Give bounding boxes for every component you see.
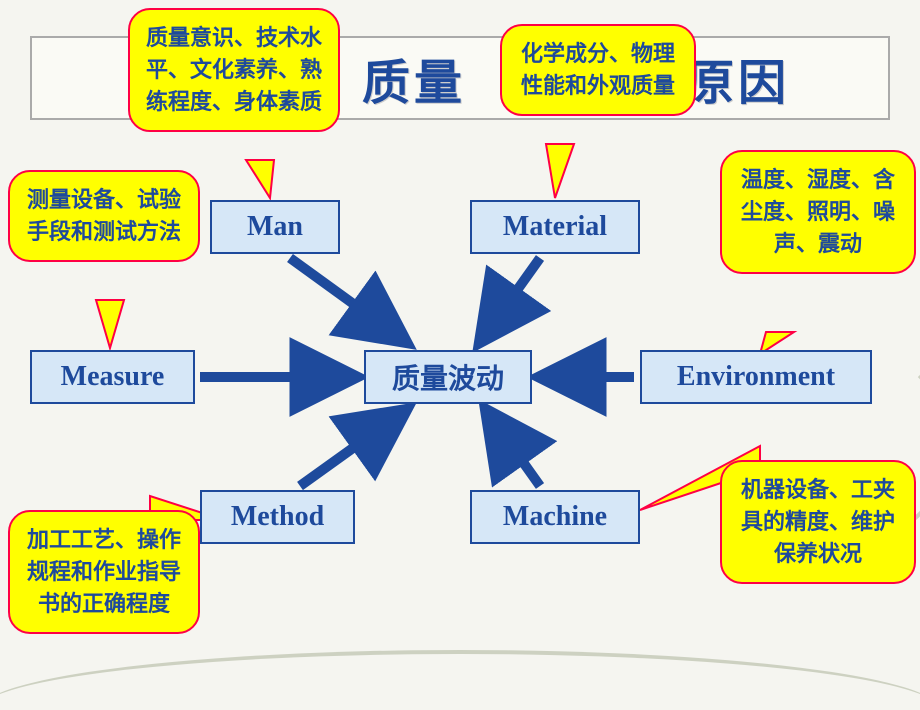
center-node: 质量波动 <box>364 350 532 404</box>
node-measure-label: Measure <box>61 361 165 393</box>
arrow-machine <box>486 410 540 486</box>
arrow-material <box>480 258 540 342</box>
node-man: Man <box>210 200 340 254</box>
callout-material: 化学成分、物理性能和外观质量 <box>500 24 696 116</box>
callout-tail-material <box>546 144 574 198</box>
node-method-label: Method <box>231 501 324 533</box>
callout-method: 加工工艺、操作规程和作业指导书的正确程度 <box>8 510 200 634</box>
callout-method-text: 加工工艺、操作规程和作业指导书的正确程度 <box>27 527 181 616</box>
node-measure: Measure <box>30 350 195 404</box>
node-method: Method <box>200 490 355 544</box>
callout-tail-man <box>246 160 274 198</box>
title-mid: 质量 <box>362 43 466 113</box>
callout-environment-text: 温度、湿度、含尘度、照明、噪声、震动 <box>741 167 895 256</box>
callout-measure-text: 测量设备、试验手段和测试方法 <box>27 187 181 244</box>
center-label: 质量波动 <box>392 357 504 397</box>
callout-machine-text: 机器设备、工夹具的精度、维护保养状况 <box>741 477 895 566</box>
node-material: Material <box>470 200 640 254</box>
callout-tail-measure <box>96 300 124 348</box>
callout-environment: 温度、湿度、含尘度、照明、噪声、震动 <box>720 150 916 274</box>
node-material-label: Material <box>503 211 607 243</box>
title-right: 原因 <box>686 43 790 113</box>
node-machine: Machine <box>470 490 640 544</box>
node-environment: Environment <box>640 350 872 404</box>
callout-measure: 测量设备、试验手段和测试方法 <box>8 170 200 262</box>
callout-man: 质量意识、技术水平、文化素养、熟练程度、身体素质 <box>128 8 340 132</box>
callout-machine: 机器设备、工夹具的精度、维护保养状况 <box>720 460 916 584</box>
node-man-label: Man <box>247 211 303 243</box>
arrow-man <box>290 258 406 342</box>
node-machine-label: Machine <box>503 501 607 533</box>
arrow-method <box>300 410 406 486</box>
callout-man-text: 质量意识、技术水平、文化素养、熟练程度、身体素质 <box>146 25 322 114</box>
node-environment-label: Environment <box>677 361 835 393</box>
callout-material-text: 化学成分、物理性能和外观质量 <box>521 41 675 98</box>
